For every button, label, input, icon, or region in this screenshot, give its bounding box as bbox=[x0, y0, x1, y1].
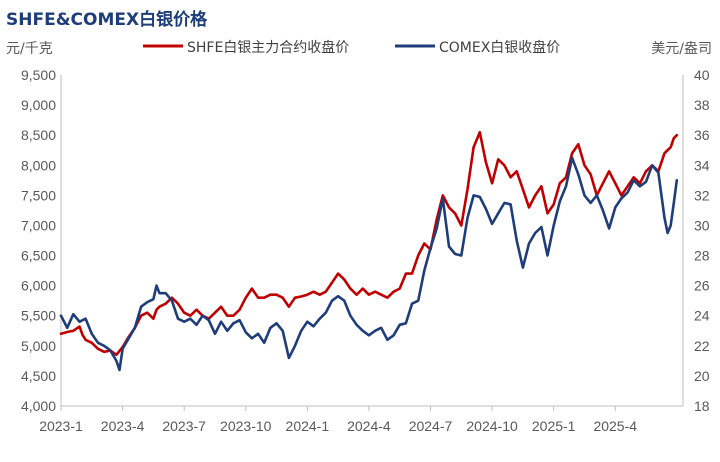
left-tick-label: 8,500 bbox=[21, 127, 56, 143]
left-tick-label: 5,000 bbox=[21, 338, 56, 354]
x-tick-label: 2023-4 bbox=[101, 418, 145, 434]
x-tick-label: 2025-4 bbox=[593, 418, 637, 434]
x-tick-label: 2024-4 bbox=[347, 418, 391, 434]
right-tick-label: 38 bbox=[694, 97, 710, 113]
x-tick-label: 2023-10 bbox=[220, 418, 272, 434]
left-tick-label: 7,000 bbox=[21, 217, 56, 233]
left-tick-label: 5,500 bbox=[21, 308, 56, 324]
right-axis: 18 20 22 24 26 28 30 32 34 36 38 40 bbox=[682, 67, 710, 414]
right-tick-label: 34 bbox=[694, 157, 710, 173]
left-tick-label: 9,000 bbox=[21, 97, 56, 113]
x-tick-label: 2025-1 bbox=[532, 418, 576, 434]
right-tick-label: 18 bbox=[694, 398, 710, 414]
left-axis: 4,000 4,500 5,000 5,500 6,000 6,500 7,000 7,500… bbox=[21, 67, 62, 414]
left-tick-label: 7,500 bbox=[21, 187, 56, 203]
right-tick-label: 40 bbox=[694, 67, 710, 83]
x-tick-label: 2023-1 bbox=[39, 418, 83, 434]
comex-series-line bbox=[59, 156, 679, 372]
legend-label-shfe: SHFE白银主力合约收盘价 bbox=[187, 39, 349, 56]
x-tick-label: 2023-7 bbox=[162, 418, 206, 434]
legend-label-comex: COMEX白银收盘价 bbox=[439, 39, 560, 56]
shfe-series-line bbox=[59, 130, 679, 357]
right-tick-label: 30 bbox=[694, 217, 710, 233]
left-tick-label: 4,000 bbox=[21, 398, 56, 414]
legend: SHFE白银主力合约收盘价 COMEX白银收盘价 bbox=[143, 39, 560, 56]
x-tick-label: 2024-1 bbox=[286, 418, 330, 434]
left-axis-unit: 元/千克 bbox=[6, 41, 53, 57]
left-tick-label: 9,500 bbox=[21, 67, 56, 83]
right-tick-label: 32 bbox=[694, 187, 710, 203]
x-axis: 2023-1 2023-4 2023-7 2023-10 2024-1 2024-4 202… bbox=[39, 405, 683, 434]
left-tick-label: 6,000 bbox=[21, 278, 56, 294]
right-tick-label: 28 bbox=[694, 248, 710, 264]
chart-title: SHFE&COMEX白银价格 bbox=[6, 9, 208, 30]
right-tick-label: 24 bbox=[694, 308, 710, 324]
x-tick-label: 2024-10 bbox=[466, 418, 518, 434]
right-tick-label: 22 bbox=[694, 338, 710, 354]
left-tick-label: 8,000 bbox=[21, 157, 56, 173]
right-axis-unit: 美元/盎司 bbox=[651, 41, 712, 57]
right-tick-label: 20 bbox=[694, 368, 710, 384]
right-tick-label: 36 bbox=[694, 127, 710, 143]
right-tick-label: 26 bbox=[694, 278, 710, 294]
x-tick-label: 2024-7 bbox=[409, 418, 453, 434]
left-tick-label: 6,500 bbox=[21, 248, 56, 264]
series-layer bbox=[59, 130, 679, 372]
left-tick-label: 4,500 bbox=[21, 368, 56, 384]
